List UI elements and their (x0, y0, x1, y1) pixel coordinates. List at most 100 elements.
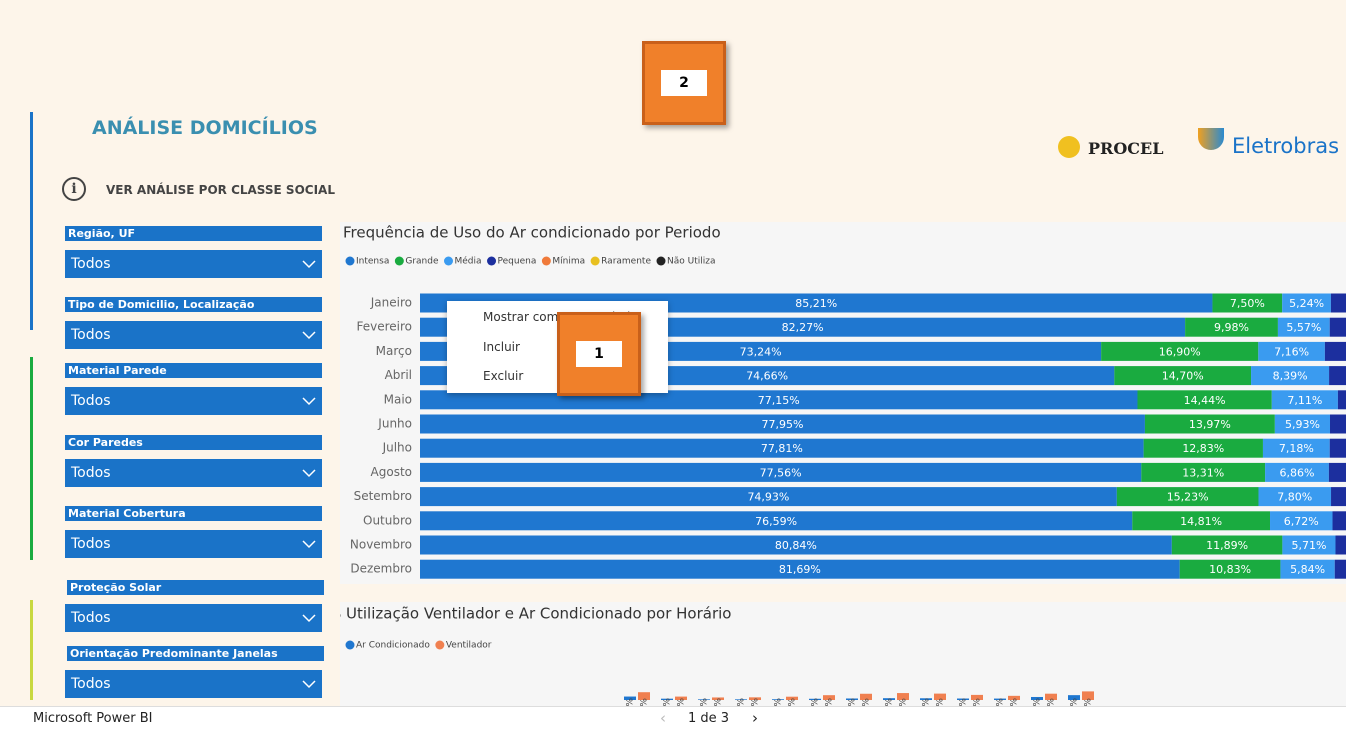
filter-dropdown[interactable]: Todos (65, 459, 322, 487)
data-label: 3.63% (885, 698, 895, 708)
data-label: 76,59% (755, 515, 797, 528)
legend-label: Mínima (552, 257, 585, 267)
legend-swatch (541, 256, 551, 266)
chart-title: Frequência de Uso do Ar condicionado por… (343, 224, 721, 242)
data-label: 77,15% (758, 394, 800, 407)
legend-label: Média (455, 256, 482, 267)
y-tick-label: Outubro (363, 513, 412, 527)
filter-dropdown[interactable]: Todos (65, 670, 322, 698)
data-label: 77,56% (760, 466, 802, 479)
data-label: 9.70% (1070, 698, 1080, 708)
bar-segment (1185, 317, 1278, 337)
filter-dropdown[interactable]: Todos (65, 250, 322, 278)
column (823, 695, 835, 700)
procel-logo: PROCEL (1088, 139, 1164, 158)
filter-dropdown[interactable]: Todos (65, 321, 322, 349)
data-label: 85,21% (795, 297, 837, 310)
data-label: 74,66% (746, 370, 788, 383)
chevron (302, 469, 316, 478)
menu-item[interactable]: Incluir (483, 340, 520, 354)
frequency-chart: Frequência de Uso do Ar condicionado por… (343, 224, 1346, 579)
column (809, 698, 821, 700)
data-label: 6,86% (1280, 466, 1315, 479)
filter-dropdown[interactable]: Todos (65, 604, 322, 632)
column (897, 693, 909, 700)
filter-label: Região, UF (65, 226, 322, 241)
menu-item[interactable]: Excluir (483, 369, 524, 383)
data-label: 2.62% (663, 698, 673, 708)
data-label: 16,90% (1159, 345, 1201, 358)
class-link[interactable]: VER ANÁLISE POR CLASSE SOCIAL (106, 183, 335, 197)
bar-segment (1258, 487, 1332, 507)
legend-label: Grande (405, 257, 439, 267)
bar-segment (1262, 438, 1330, 458)
data-label: 73,24% (740, 345, 782, 358)
chart-title: % Utilização Ventilador e Ar Condicionad… (340, 605, 731, 623)
column (883, 698, 895, 700)
data-label: 5,57% (1286, 321, 1321, 334)
legend-swatch (487, 256, 497, 266)
prev-page[interactable]: ‹ (660, 709, 666, 727)
data-label: 7,80% (1277, 491, 1312, 504)
data-label: 5.09% (714, 698, 724, 708)
bar-segment (420, 559, 1180, 579)
chart-panel (340, 602, 1346, 708)
chevron (302, 331, 316, 340)
column (994, 698, 1006, 700)
legend-swatch (345, 640, 355, 650)
y-tick-label: Julho (382, 441, 412, 455)
bar-segment (1143, 438, 1263, 458)
data-label: 7,16% (1274, 345, 1309, 358)
legend-swatch (590, 256, 600, 266)
bar-segment (1212, 293, 1283, 313)
data-label: 9.65% (825, 698, 835, 708)
bar-segment (1335, 535, 1346, 555)
bar-segment (1171, 535, 1283, 555)
data-label: 5,84% (1290, 563, 1325, 576)
next-page[interactable]: › (752, 709, 758, 727)
data-label: 10,83% (1209, 563, 1251, 576)
data-label: 8.32% (1010, 698, 1020, 708)
filter-label: Material Parede (65, 363, 322, 378)
bar-segment (1265, 462, 1329, 482)
bar-segment (1274, 414, 1331, 434)
y-tick-label: Dezembro (350, 562, 412, 576)
bar-segment (1334, 559, 1346, 579)
column (1031, 696, 1043, 700)
filter-label: Cor Paredes (65, 435, 322, 450)
data-label: 12,83% (1182, 442, 1224, 455)
data-label: 14,70% (1162, 370, 1204, 383)
bar-segment (1282, 535, 1336, 555)
column (661, 698, 673, 700)
legend-swatch (345, 256, 355, 266)
data-label: 6.60% (788, 698, 798, 708)
bar-segment (1271, 390, 1338, 410)
footer: Microsoft Power BI ‹ 1 de 3 › (0, 706, 1346, 729)
data-label: 2.47% (811, 698, 821, 708)
filter-dropdown[interactable]: Todos (65, 530, 322, 558)
info-icon[interactable]: i (62, 177, 86, 201)
y-tick-label: Novembro (350, 538, 412, 552)
data-label: 80,84% (775, 539, 817, 552)
column (638, 692, 650, 700)
bar-segment (1328, 462, 1346, 482)
filter-label: Material Cobertura (65, 506, 322, 521)
bar-segment (1330, 414, 1346, 434)
bar-segment (420, 438, 1144, 458)
filter-dropdown[interactable]: Todos (65, 387, 322, 415)
data-label: 3.48% (922, 698, 932, 708)
annotation-box: 2 (642, 41, 726, 125)
data-label: 13,31% (1182, 466, 1224, 479)
accent-line (30, 112, 33, 330)
data-label: 7,50% (1230, 297, 1265, 310)
data-label: 12.47% (862, 698, 872, 708)
data-label: 6,72% (1284, 515, 1319, 528)
bar-segment (420, 511, 1133, 531)
legend-swatch (656, 256, 666, 266)
column (735, 699, 747, 700)
bar-segment (1116, 487, 1259, 507)
column (675, 696, 687, 700)
data-label: 6.83% (677, 698, 687, 708)
data-label: 5,93% (1285, 418, 1320, 431)
bar-segment (420, 462, 1142, 482)
